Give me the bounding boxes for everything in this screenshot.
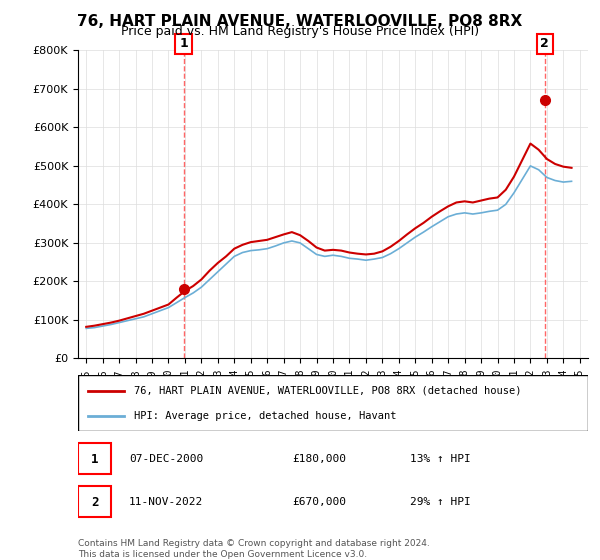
Text: 2: 2 xyxy=(91,496,98,508)
Text: Price paid vs. HM Land Registry's House Price Index (HPI): Price paid vs. HM Land Registry's House … xyxy=(121,25,479,38)
Text: 29% ↑ HPI: 29% ↑ HPI xyxy=(409,497,470,507)
Text: 76, HART PLAIN AVENUE, WATERLOOVILLE, PO8 8RX: 76, HART PLAIN AVENUE, WATERLOOVILLE, PO… xyxy=(77,14,523,29)
Text: £180,000: £180,000 xyxy=(292,454,346,464)
Text: 2: 2 xyxy=(541,38,549,50)
Text: HPI: Average price, detached house, Havant: HPI: Average price, detached house, Hava… xyxy=(134,410,397,421)
Text: 1: 1 xyxy=(179,38,188,50)
FancyBboxPatch shape xyxy=(78,486,111,517)
Text: 13% ↑ HPI: 13% ↑ HPI xyxy=(409,454,470,464)
FancyBboxPatch shape xyxy=(78,443,111,474)
Text: 76, HART PLAIN AVENUE, WATERLOOVILLE, PO8 8RX (detached house): 76, HART PLAIN AVENUE, WATERLOOVILLE, PO… xyxy=(134,386,521,396)
Text: 1: 1 xyxy=(91,452,98,466)
FancyBboxPatch shape xyxy=(78,375,588,431)
Text: Contains HM Land Registry data © Crown copyright and database right 2024.: Contains HM Land Registry data © Crown c… xyxy=(78,539,430,548)
Text: This data is licensed under the Open Government Licence v3.0.: This data is licensed under the Open Gov… xyxy=(78,550,367,559)
Text: 11-NOV-2022: 11-NOV-2022 xyxy=(129,497,203,507)
Text: £670,000: £670,000 xyxy=(292,497,346,507)
Text: 07-DEC-2000: 07-DEC-2000 xyxy=(129,454,203,464)
